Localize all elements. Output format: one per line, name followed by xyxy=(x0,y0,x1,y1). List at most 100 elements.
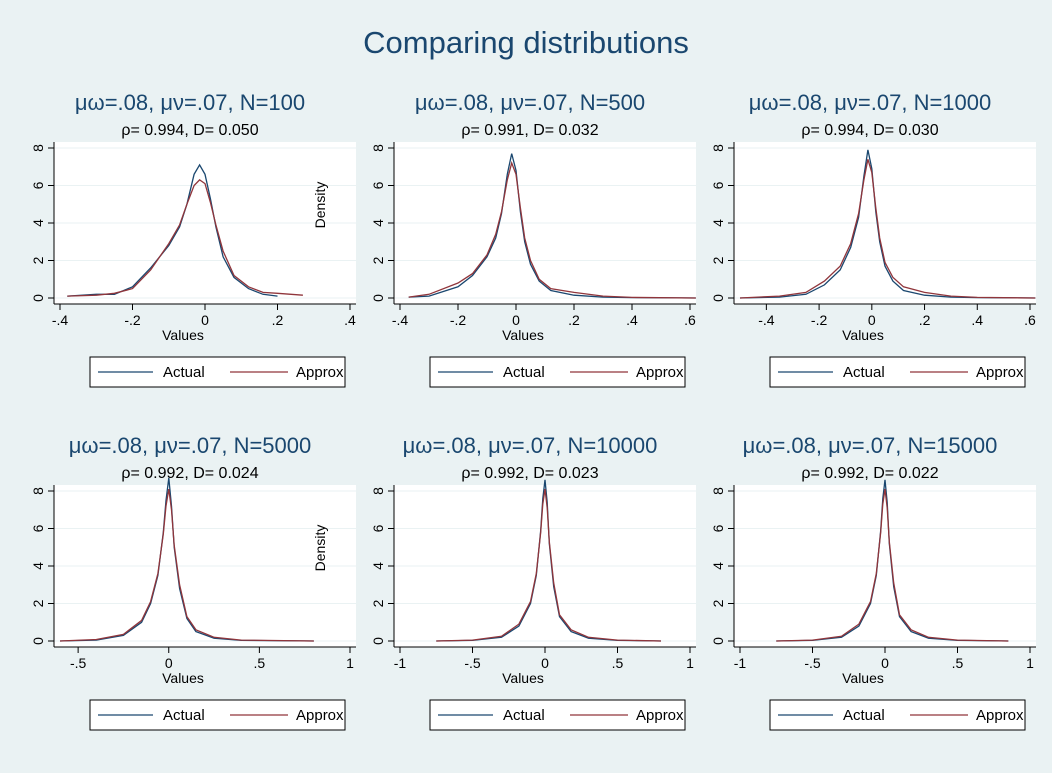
y-tick-label: 0 xyxy=(710,294,726,302)
x-tick-label: -.2 xyxy=(811,312,828,328)
panel-subtitle: ρ= 0.994, D= 0.030 xyxy=(801,122,939,139)
x-axis-label: Values xyxy=(502,327,544,343)
y-tick-label: 0 xyxy=(30,294,46,302)
y-tick-label: 4 xyxy=(370,562,386,570)
legend-box xyxy=(769,699,1026,731)
series-line-approx xyxy=(739,159,1036,299)
y-tick-label: 6 xyxy=(370,524,386,532)
chart-panel: μω=.08, μν=.07, N=10000 ρ= 0.992, D= 0.0… xyxy=(360,433,700,773)
x-tick-label: .4 xyxy=(971,312,983,328)
y-tick-label: 6 xyxy=(370,181,386,189)
x-tick-label: -1 xyxy=(734,655,747,671)
y-tick-label: 6 xyxy=(710,181,726,189)
legend-label: Actual xyxy=(843,364,885,381)
series-line-actual xyxy=(67,163,278,297)
y-tick-label: 6 xyxy=(30,524,46,532)
x-tick-label: -.5 xyxy=(464,655,481,671)
panel-title: μω=.08, μν=.07, N=1000 xyxy=(748,90,992,115)
panel-title: μω=.08, μν=.07, N=100 xyxy=(74,90,306,115)
legend-label: Approx xyxy=(976,707,1024,724)
x-tick-label: .5 xyxy=(612,655,624,671)
x-axis-label: Values xyxy=(162,327,204,343)
y-axis-label: Density xyxy=(312,525,328,572)
x-tick-label: .2 xyxy=(568,312,580,328)
series-line-actual xyxy=(59,477,314,642)
y-tick-label: 2 xyxy=(370,256,386,264)
y-tick-label: 8 xyxy=(710,144,726,152)
chart-panel: μω=.08, μν=.07, N=5000 ρ= 0.992, D= 0.02… xyxy=(20,433,360,773)
x-tick-label: .6 xyxy=(1024,312,1036,328)
series-line-approx xyxy=(59,488,314,642)
series-line-actual xyxy=(739,149,1036,299)
x-tick-label: -.4 xyxy=(758,312,775,328)
y-tick-label: 2 xyxy=(30,599,46,607)
y-tick-label: 2 xyxy=(370,599,386,607)
x-tick-label: -.5 xyxy=(804,655,821,671)
chart-panel: μω=.08, μν=.07, N=100 ρ= 0.994, D= 0.050… xyxy=(20,90,360,430)
panel-title: μω=.08, μν=.07, N=500 xyxy=(414,90,646,115)
panel-plot: 0 2 4 6 8 -.4 -.2 0 .2 .4 .6 Values Actual Approx xyxy=(370,142,696,388)
x-tick-label: -.4 xyxy=(392,312,409,328)
panel-subtitle: ρ= 0.994, D= 0.050 xyxy=(121,122,259,139)
x-tick-label: 1 xyxy=(1026,655,1034,671)
y-tick-label: 4 xyxy=(30,562,46,570)
legend-label: Approx xyxy=(636,707,684,724)
y-tick-label: 8 xyxy=(370,144,386,152)
x-tick-label: -1 xyxy=(394,655,407,671)
panel-plot: 0 2 4 6 8 -.5 0 .5 1 Values Density Actual Approx xyxy=(30,477,356,731)
y-tick-label: 0 xyxy=(370,637,386,645)
y-tick-label: 8 xyxy=(710,487,726,495)
panel-subtitle: ρ= 0.992, D= 0.024 xyxy=(121,465,259,482)
y-tick-label: 4 xyxy=(710,562,726,570)
series-line-approx xyxy=(436,489,662,642)
series-line-actual xyxy=(776,479,1009,642)
y-tick-label: 2 xyxy=(30,256,46,264)
x-tick-label: .6 xyxy=(684,312,696,328)
panel-title: μω=.08, μν=.07, N=5000 xyxy=(68,433,312,458)
x-tick-label: .4 xyxy=(626,312,638,328)
y-tick-label: 6 xyxy=(30,181,46,189)
x-axis-label: Values xyxy=(842,670,884,686)
legend-label: Approx xyxy=(296,707,344,724)
y-tick-label: 8 xyxy=(30,487,46,495)
series-line-approx xyxy=(408,160,696,299)
legend-label: Actual xyxy=(503,364,545,381)
x-axis-label: Values xyxy=(842,327,884,343)
y-tick-label: 8 xyxy=(30,144,46,152)
x-tick-label: 0 xyxy=(165,655,173,671)
x-tick-label: -.4 xyxy=(52,312,69,328)
series-line-actual xyxy=(436,479,662,642)
y-tick-label: 0 xyxy=(30,637,46,645)
panel-plot: 0 2 4 6 8 -.4 -.2 0 .2 .4 Values Density Actual Appro… xyxy=(30,142,356,388)
y-tick-label: 0 xyxy=(370,294,386,302)
x-tick-label: -.2 xyxy=(450,312,467,328)
legend-label: Actual xyxy=(163,707,205,724)
legend-label: Actual xyxy=(503,707,545,724)
y-tick-label: 4 xyxy=(30,219,46,227)
x-tick-label: .4 xyxy=(344,312,356,328)
panel-plot: 0 2 4 6 8 -1 -.5 0 .5 1 Values Actual Approx xyxy=(370,479,696,731)
x-axis-label: Values xyxy=(162,670,204,686)
y-tick-label: 0 xyxy=(710,637,726,645)
legend-label: Approx xyxy=(296,364,344,381)
x-tick-label: 0 xyxy=(868,312,876,328)
x-tick-label: 0 xyxy=(541,655,549,671)
x-tick-label: 0 xyxy=(201,312,209,328)
panel-plot: 0 2 4 6 8 -1 -.5 0 .5 1 Values Actual Approx xyxy=(710,479,1036,731)
y-tick-label: 4 xyxy=(370,219,386,227)
panel-subtitle: ρ= 0.991, D= 0.032 xyxy=(461,122,599,139)
x-tick-label: .5 xyxy=(254,655,266,671)
chart-panel: μω=.08, μν=.07, N=15000 ρ= 0.992, D= 0.0… xyxy=(700,433,1040,773)
x-tick-label: .5 xyxy=(952,655,964,671)
chart-main-title: Comparing distributions xyxy=(363,25,689,60)
series-line-actual xyxy=(408,153,696,299)
y-tick-label: 2 xyxy=(710,599,726,607)
panel-subtitle: ρ= 0.992, D= 0.023 xyxy=(461,465,599,482)
panel-plot: 0 2 4 6 8 -.4 -.2 0 .2 .4 .6 Values Actual Approx xyxy=(710,142,1036,388)
y-axis-label: Density xyxy=(312,182,328,229)
x-tick-label: .2 xyxy=(272,312,284,328)
x-tick-label: 1 xyxy=(346,655,354,671)
chart-panel: μω=.08, μν=.07, N=1000 ρ= 0.994, D= 0.03… xyxy=(700,90,1040,430)
y-tick-label: 2 xyxy=(710,256,726,264)
y-tick-label: 6 xyxy=(710,524,726,532)
